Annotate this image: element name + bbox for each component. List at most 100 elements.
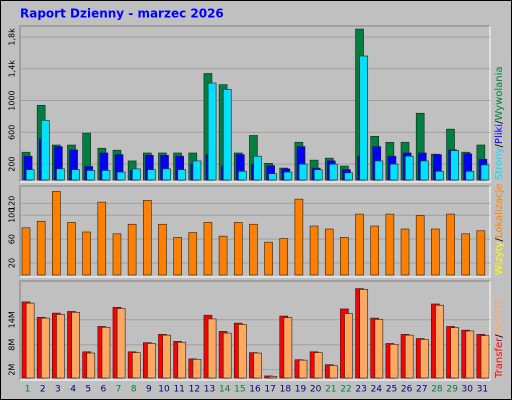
- x-tick-label: 24: [371, 385, 383, 395]
- bar: [370, 225, 380, 276]
- chart-title: Raport Dzienny - marzec 2026: [20, 7, 224, 21]
- bar: [238, 170, 247, 181]
- y-tick-label: 600: [8, 125, 17, 140]
- legend-entry: IN/OUT: [494, 298, 505, 334]
- bar: [374, 160, 384, 181]
- bar: [450, 327, 459, 379]
- bar: [294, 198, 304, 276]
- bar: [400, 228, 410, 276]
- bar: [279, 238, 289, 276]
- bar: [142, 200, 152, 276]
- x-tick-label: 3: [55, 385, 61, 395]
- bar: [101, 170, 111, 181]
- bar: [340, 237, 349, 276]
- x-tick-label: 6: [101, 385, 107, 395]
- bar: [355, 213, 364, 276]
- y-tick-label: 1,4k: [8, 60, 17, 78]
- x-tick-label: 17: [264, 385, 275, 395]
- legend: Transfer/IN/OUT: [494, 298, 505, 379]
- y-tick-label: 120: [8, 196, 17, 211]
- legend-separator: /: [494, 334, 505, 338]
- panel-border: [20, 281, 491, 381]
- panel-border: [19, 25, 490, 182]
- legend-entry: Transfer: [494, 337, 505, 379]
- bar: [56, 168, 65, 181]
- bar: [385, 213, 395, 276]
- bar: [461, 233, 470, 276]
- bar: [480, 335, 490, 379]
- x-tick-label: 26: [401, 385, 413, 395]
- y-tick-label: 200: [8, 156, 17, 171]
- bar: [192, 160, 202, 181]
- x-tick-label: 1: [25, 385, 31, 395]
- panel-border: [20, 186, 491, 278]
- bar: [389, 344, 399, 379]
- bar: [435, 170, 444, 181]
- bar: [415, 214, 425, 276]
- bar: [192, 358, 202, 379]
- x-tick-label: 19: [295, 385, 307, 395]
- bar: [41, 120, 50, 181]
- y-tick-label: 1000: [8, 90, 17, 110]
- x-tick-label: 20: [310, 385, 322, 395]
- bar: [309, 225, 319, 276]
- bar: [298, 359, 308, 379]
- legend-entry: Pliki: [494, 124, 505, 144]
- bar: [374, 319, 384, 379]
- y-tick-label: 60: [8, 234, 17, 244]
- bar: [173, 237, 182, 276]
- legend: Wizyty/Lokalizacje: [494, 184, 505, 275]
- x-tick-label: 21: [325, 385, 336, 395]
- bar: [431, 228, 440, 276]
- x-tick-label: 18: [280, 385, 292, 395]
- panel-border: [19, 280, 490, 380]
- legend-separator: /: [494, 120, 505, 124]
- bar: [435, 304, 444, 379]
- bar: [476, 230, 486, 276]
- bar: [389, 163, 399, 181]
- x-tick-label: 5: [85, 385, 91, 395]
- bar: [177, 169, 187, 181]
- bar: [268, 376, 278, 379]
- bar: [298, 163, 308, 181]
- x-tick-label: 15: [234, 385, 245, 395]
- x-tick-label: 27: [416, 385, 427, 395]
- bar: [404, 334, 414, 379]
- bar: [465, 170, 475, 181]
- bar: [329, 365, 338, 379]
- x-tick-label: 11: [173, 385, 184, 395]
- legend-entry: Wywolania: [494, 66, 505, 120]
- bar: [420, 339, 429, 379]
- bar: [25, 169, 35, 181]
- bar: [112, 233, 122, 276]
- y-tick-label: 100: [8, 208, 17, 223]
- x-tick-label: 16: [249, 385, 261, 395]
- bar: [324, 228, 334, 276]
- bar: [283, 171, 293, 181]
- bar: [218, 235, 228, 276]
- bar: [344, 313, 353, 379]
- bar: [86, 170, 96, 181]
- legend: Strony/Pliki/Wywolania: [494, 66, 505, 180]
- bar: [450, 150, 459, 181]
- bar: [207, 82, 217, 181]
- y-tick-label: 20: [8, 258, 17, 268]
- bar: [233, 222, 243, 276]
- x-tick-label: 8: [131, 385, 137, 395]
- bar: [101, 326, 111, 379]
- bar: [253, 155, 262, 181]
- bar: [313, 352, 323, 379]
- bar: [268, 173, 278, 181]
- y-tick-label: 8M: [8, 339, 17, 351]
- legend-separator: /: [494, 238, 505, 242]
- bar: [131, 352, 141, 379]
- bar: [127, 223, 137, 276]
- y-tick-label: 1,8k: [8, 28, 17, 46]
- bar: [404, 155, 414, 181]
- bar: [86, 352, 96, 379]
- x-tick-label: 23: [355, 385, 366, 395]
- bar: [67, 222, 76, 276]
- bar: [446, 213, 455, 276]
- bar: [116, 308, 126, 379]
- x-tick-label: 4: [70, 385, 76, 395]
